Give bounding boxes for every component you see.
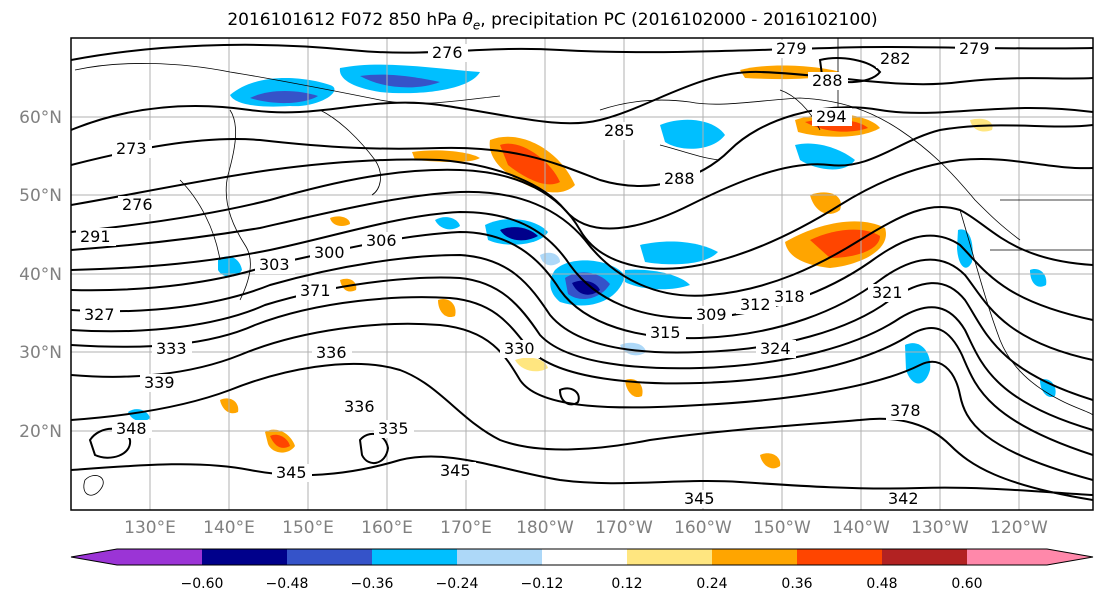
colorbar-segment (882, 549, 967, 565)
colorbar-outline (70, 548, 1094, 566)
contour-label: 339 (144, 373, 175, 392)
colorbar-segment (712, 549, 797, 565)
colorbar-segment (117, 549, 202, 565)
contour-label: 318 (774, 287, 805, 306)
title-suffix: , precipitation PC (2016102000 - 2016102… (480, 10, 878, 30)
lon-label: 150°E (282, 518, 334, 538)
colorbar-tick-label: −0.12 (521, 576, 564, 592)
graticule (71, 38, 1093, 510)
colorbar-tick-labels: −0.60 −0.48 −0.36 −0.24 −0.12 0.12 0.24 … (181, 576, 983, 592)
contour-label: 333 (156, 339, 187, 358)
colorbar-tick-label: 0.36 (781, 576, 812, 592)
colorbar-tick-label: 0.12 (611, 576, 642, 592)
contour-label: 300 (314, 243, 345, 262)
contour-label: 345 (276, 463, 307, 482)
colorbar-segment (542, 549, 627, 565)
lon-label: 170°E (440, 518, 492, 538)
contour-label: 335 (378, 419, 409, 438)
lon-label: 130°E (124, 518, 176, 538)
contour-label: 342 (888, 489, 919, 508)
contour-label: 282 (880, 49, 911, 68)
colorbar-tick-label: 0.60 (951, 576, 982, 592)
colorbar-tick-label: −0.36 (351, 576, 394, 592)
lon-label: 140°E (203, 518, 255, 538)
lon-label: 130°W (911, 518, 969, 538)
colorbar-extend-min (71, 549, 117, 565)
colorbar-tick-label: 0.24 (696, 576, 727, 592)
colorbar: −0.60 −0.48 −0.36 −0.24 −0.12 0.12 0.24 … (70, 548, 1094, 592)
lon-label: 120°W (990, 518, 1048, 538)
lon-label: 150°W (753, 518, 811, 538)
contour-label: 345 (440, 461, 471, 480)
precip-negative-shading (128, 64, 1056, 422)
title-theta-subscript: e (472, 18, 481, 33)
title-prefix: 2016101612 F072 850 hPa (227, 10, 463, 30)
contour-label: 321 (872, 283, 903, 302)
lon-label: 170°W (595, 518, 653, 538)
colorbar-segment (797, 549, 882, 565)
colorbar-tick-label: −0.24 (436, 576, 479, 592)
lon-label: 180°W (516, 518, 574, 538)
contour-label: 303 (259, 255, 290, 274)
colorbar-segment (202, 549, 287, 565)
contour-label: 327 (84, 305, 115, 324)
contour-label: 279 (776, 39, 807, 58)
contour-label: 279 (959, 39, 990, 58)
contour-label: 285 (604, 121, 635, 140)
title-theta: θ (462, 10, 473, 30)
lon-label: 160°E (361, 518, 413, 538)
lat-label: 20°N (19, 422, 62, 442)
contour-label: 345 (684, 489, 715, 508)
lon-label: 160°W (674, 518, 732, 538)
contour-label: 276 (122, 195, 153, 214)
contour-label: 294 (816, 107, 847, 126)
colorbar-tick-label: 0.48 (866, 576, 897, 592)
colorbar-extend-max (1047, 549, 1093, 565)
contour-label: 371 (300, 281, 331, 300)
lat-label: 50°N (19, 186, 62, 206)
latitude-labels: 60°N 50°N 40°N 30°N 20°N (19, 108, 62, 442)
colorbar-segment (287, 549, 372, 565)
contour-label: 330 (504, 339, 535, 358)
contour-label: 273 (116, 139, 147, 158)
colorbar-segment (457, 549, 542, 565)
contour-label: 315 (650, 323, 681, 342)
chart-title: 2016101612 F072 850 hPa θe, precipitatio… (0, 10, 1105, 32)
contour-label: 288 (812, 71, 843, 90)
contour-label: 306 (366, 231, 397, 250)
contour-label: 312 (740, 295, 771, 314)
contour-label: 378 (890, 401, 921, 420)
contour-label: 288 (664, 169, 695, 188)
contour-label: 324 (760, 339, 791, 358)
colorbar-segment (627, 549, 712, 565)
colorbar-tick-label: −0.48 (266, 576, 309, 592)
contour-label: 276 (432, 43, 463, 62)
contour-label: 348 (116, 419, 147, 438)
colorbar-segment (967, 549, 1047, 565)
longitude-labels: 130°E 140°E 150°E 160°E 170°E 180°W 170°… (124, 518, 1048, 538)
lon-label: 140°W (832, 518, 890, 538)
colorbar-tick-label: −0.60 (181, 576, 224, 592)
contour-label: 309 (696, 305, 727, 324)
lat-label: 60°N (19, 108, 62, 128)
lat-label: 30°N (19, 343, 62, 363)
contour-labels: 276 279 282 279 288 285 294 273 276 288 … (76, 39, 995, 508)
contour-label: 336 (344, 397, 375, 416)
lat-label: 40°N (19, 265, 62, 285)
map-frame (70, 37, 1094, 511)
contour-label: 291 (80, 227, 111, 246)
colorbar-segment (372, 549, 457, 565)
contour-label: 336 (316, 343, 347, 362)
